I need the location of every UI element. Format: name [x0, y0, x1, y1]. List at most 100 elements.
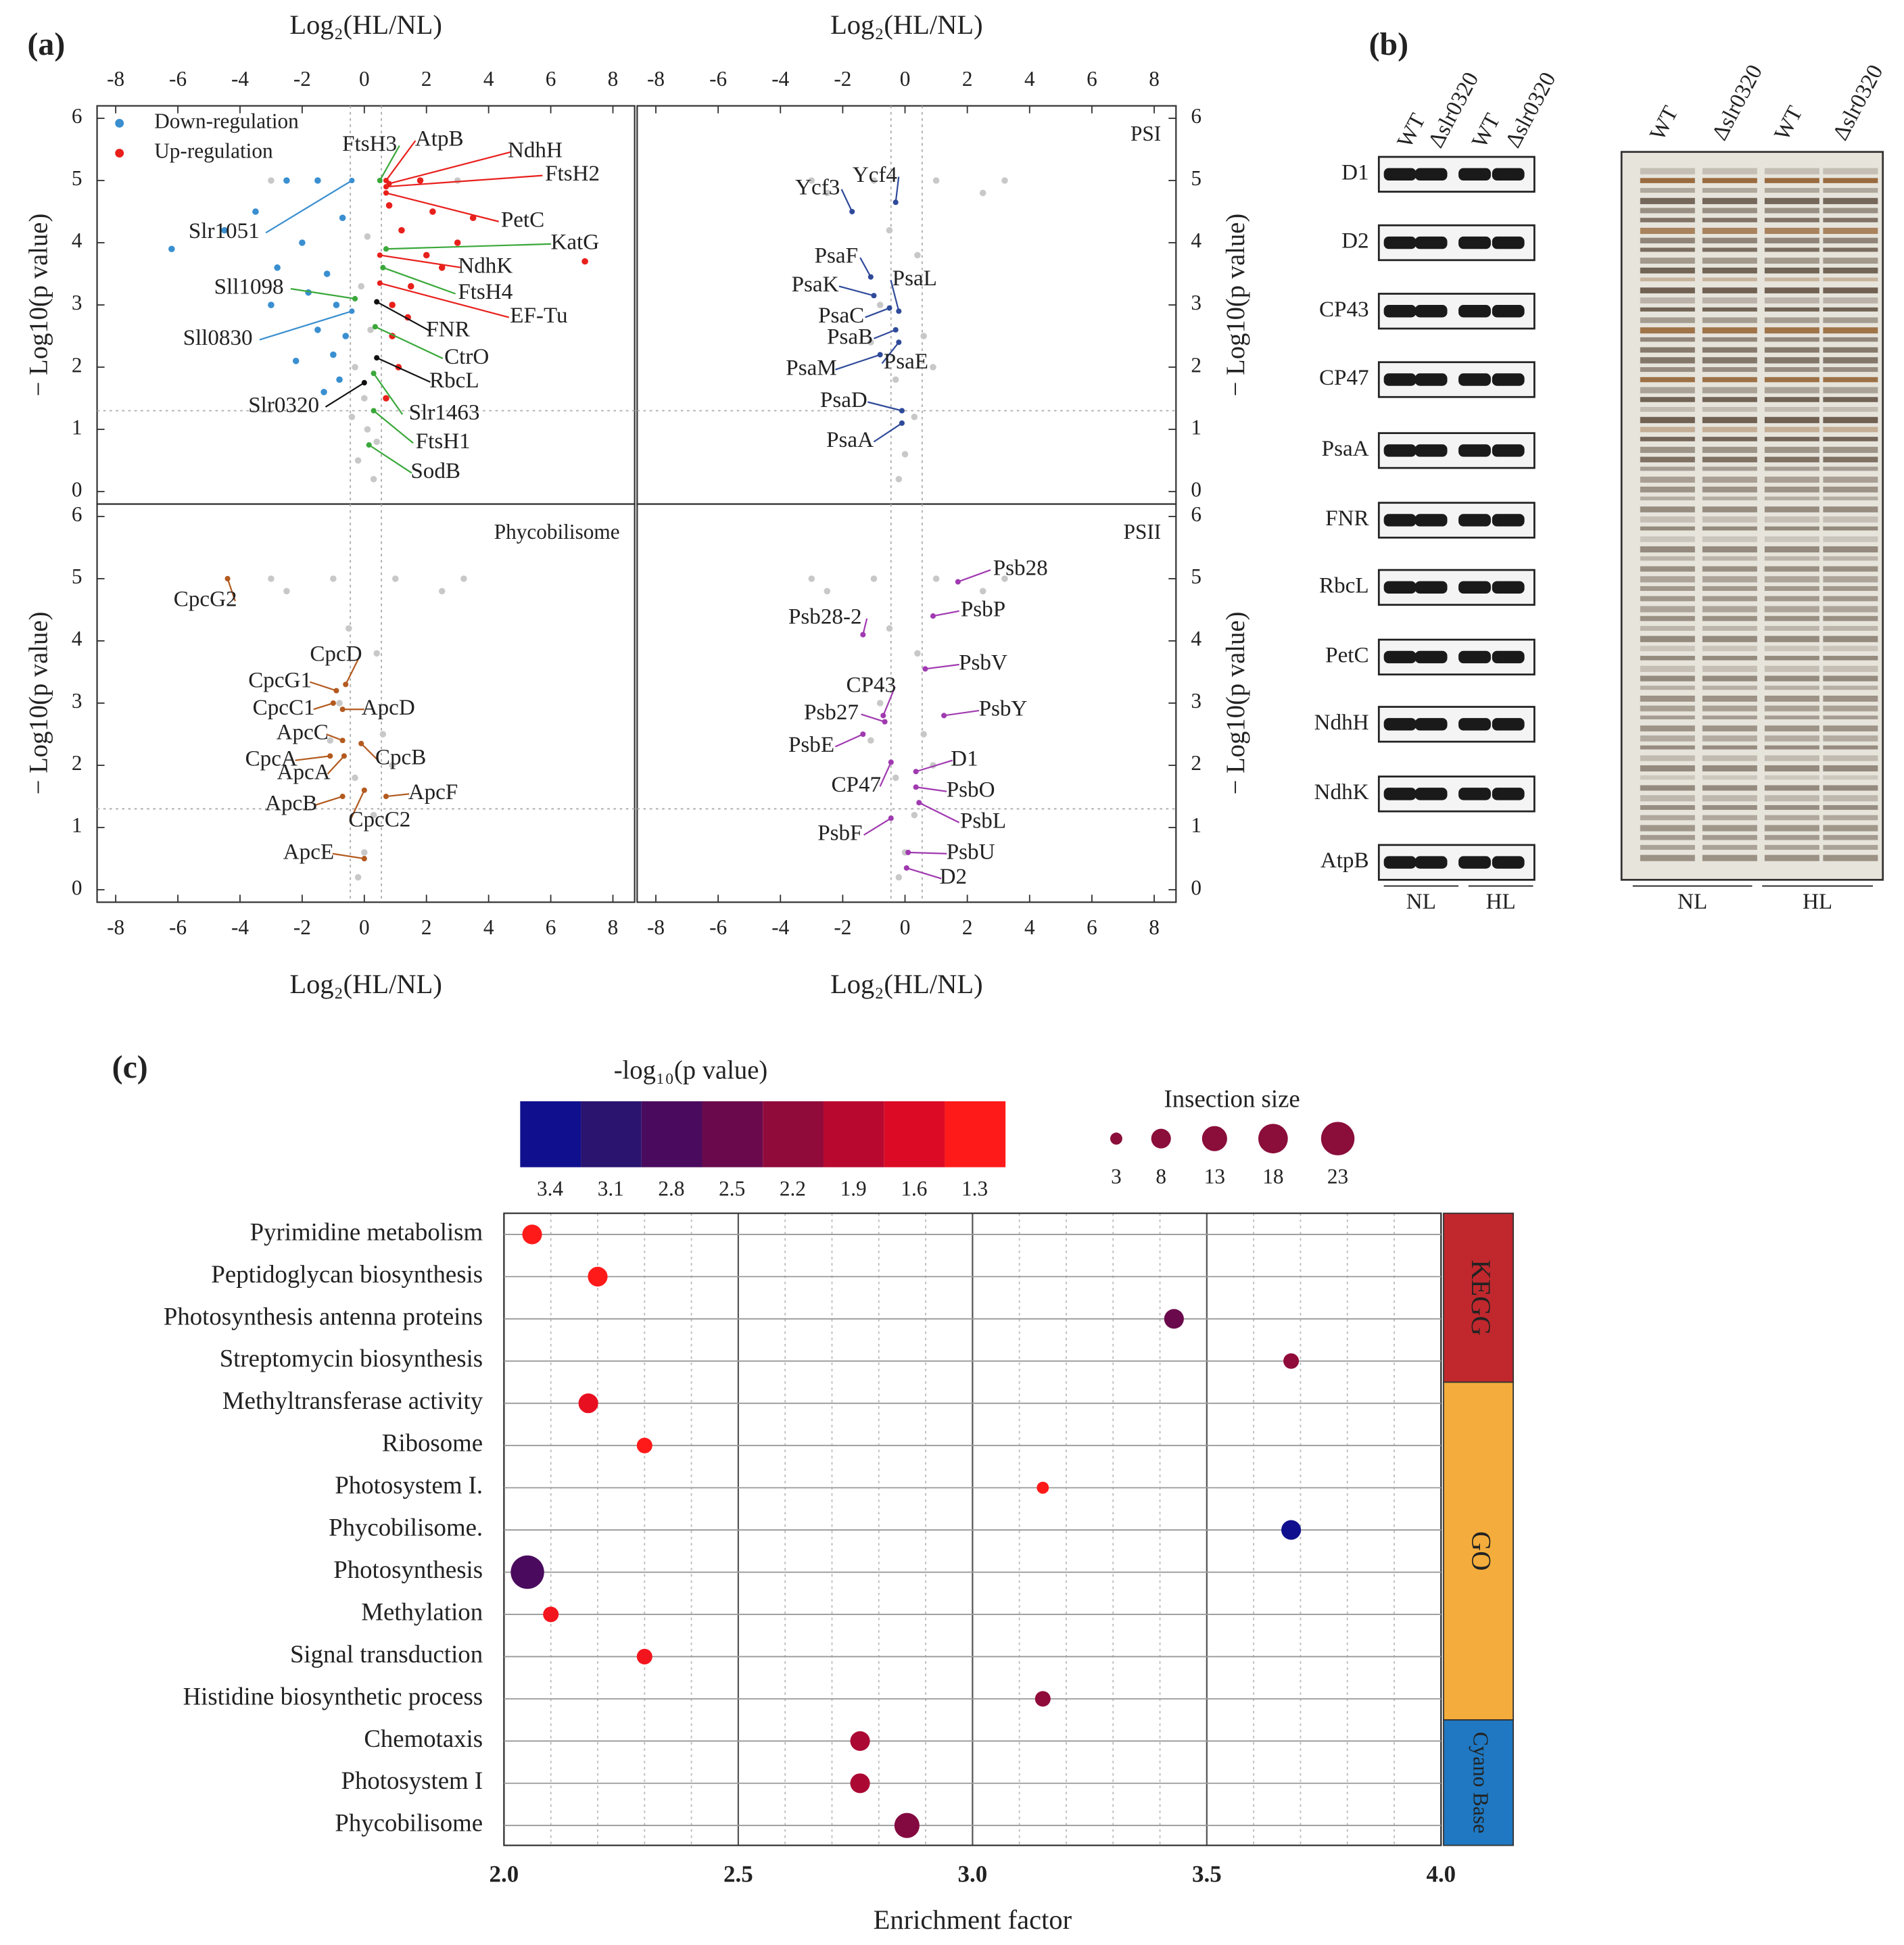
gel-band	[1823, 357, 1878, 364]
annotation: PsbE	[788, 732, 834, 757]
leader-line	[881, 341, 900, 364]
gel-band	[1640, 745, 1695, 750]
gel-band	[1702, 586, 1757, 592]
annotation: FNR	[426, 316, 470, 341]
x-tick-label: 0	[900, 67, 911, 91]
colorbar-tick: 2.5	[719, 1177, 745, 1201]
colorbar-cell	[884, 1101, 945, 1168]
gel-band	[1702, 755, 1757, 761]
leader-line	[376, 301, 431, 332]
gel-band	[1823, 795, 1878, 802]
gel-band	[1764, 377, 1819, 383]
gel-band	[1640, 815, 1695, 821]
point	[336, 376, 343, 383]
leader-line	[840, 189, 853, 212]
annotated-point	[896, 339, 902, 345]
gel-band	[1823, 247, 1878, 252]
annotated-point	[371, 408, 377, 414]
gel-band	[1640, 267, 1695, 274]
annotation: D2	[940, 864, 967, 889]
blot-band	[1492, 788, 1525, 800]
gel-band	[1823, 765, 1878, 772]
gel-band	[1764, 735, 1819, 742]
gel-band	[1640, 516, 1695, 523]
gel-band	[1702, 725, 1757, 731]
gel-band	[1640, 785, 1695, 791]
blot-band	[1458, 444, 1491, 457]
gel-band	[1764, 168, 1819, 174]
gel-band	[1764, 258, 1819, 264]
blot-band	[1414, 444, 1448, 457]
gel-band	[1702, 237, 1757, 243]
gel-band	[1702, 307, 1757, 312]
point	[352, 774, 358, 782]
x-tick-label: -6	[169, 67, 187, 91]
lane-label: WT	[1645, 102, 1684, 145]
annotation: ApcF	[408, 779, 458, 805]
point	[354, 457, 362, 464]
leader-line	[874, 329, 897, 339]
x-tick-label: 4	[1024, 67, 1035, 91]
annotated-point	[383, 190, 389, 196]
gel-band	[1640, 327, 1695, 334]
blot-band	[1383, 373, 1417, 386]
gel-band	[1823, 705, 1878, 712]
bubble	[588, 1266, 608, 1287]
point	[876, 700, 884, 706]
y-tick-label: 2	[1191, 353, 1201, 377]
y-tick-label: 1	[72, 813, 82, 837]
y-axis-title: − Log10(p value)	[1222, 214, 1250, 397]
annotated-point	[888, 759, 894, 765]
point	[895, 475, 903, 483]
gel-band	[1702, 675, 1757, 681]
gel-band	[1702, 506, 1757, 512]
point	[886, 625, 893, 632]
blot-band	[1458, 581, 1491, 594]
blot-band	[1414, 373, 1448, 386]
panel-label: (c)	[112, 1049, 148, 1085]
gel-band	[1823, 815, 1878, 821]
gel-band	[1823, 526, 1878, 531]
gel-band	[1702, 576, 1757, 583]
gel-band	[1640, 367, 1695, 373]
gel-band	[1640, 765, 1695, 772]
gel-band	[1640, 725, 1695, 731]
size-legend-label: 18	[1262, 1164, 1283, 1188]
blot-band	[1383, 168, 1417, 181]
point	[361, 849, 368, 856]
y-tick-label: 3	[72, 291, 82, 314]
annotation: AtpB	[415, 126, 464, 151]
lane-label: WT	[1392, 110, 1431, 152]
gel-band	[1640, 546, 1695, 553]
blot-band	[1458, 236, 1491, 249]
gel-band	[1823, 566, 1878, 572]
lane-label: WT	[1467, 110, 1505, 152]
leader-line	[915, 759, 953, 773]
gel-band	[1823, 416, 1878, 423]
bubble	[1037, 1481, 1049, 1494]
leader-line	[309, 681, 337, 692]
gel-band	[1764, 725, 1819, 731]
gel-band	[1823, 197, 1878, 204]
gel-band	[1702, 188, 1757, 193]
lane-label: Δslr0320	[1707, 61, 1767, 145]
leader-line	[373, 373, 404, 415]
point	[438, 587, 446, 595]
x-axis-title: Log₂(HL/NL)	[830, 969, 982, 999]
size-legend-title: Insection size	[1164, 1084, 1300, 1112]
gel-band	[1640, 247, 1695, 252]
x-tick-label: -8	[107, 915, 124, 939]
gel-band	[1823, 456, 1878, 462]
point	[252, 208, 259, 215]
y-axis-title: − Log10(p value)	[25, 214, 53, 397]
gel-band	[1823, 277, 1878, 282]
gel-band	[1640, 258, 1695, 264]
x-tick-label: -4	[231, 915, 249, 939]
gel-band	[1823, 646, 1878, 652]
group-label: NL	[1677, 889, 1707, 914]
gel-band	[1823, 586, 1878, 592]
panel-title: PSI	[1130, 122, 1161, 145]
gel-band	[1823, 406, 1878, 412]
y-tick-label: 0	[1191, 477, 1201, 501]
annotation: PsaM	[786, 355, 836, 380]
